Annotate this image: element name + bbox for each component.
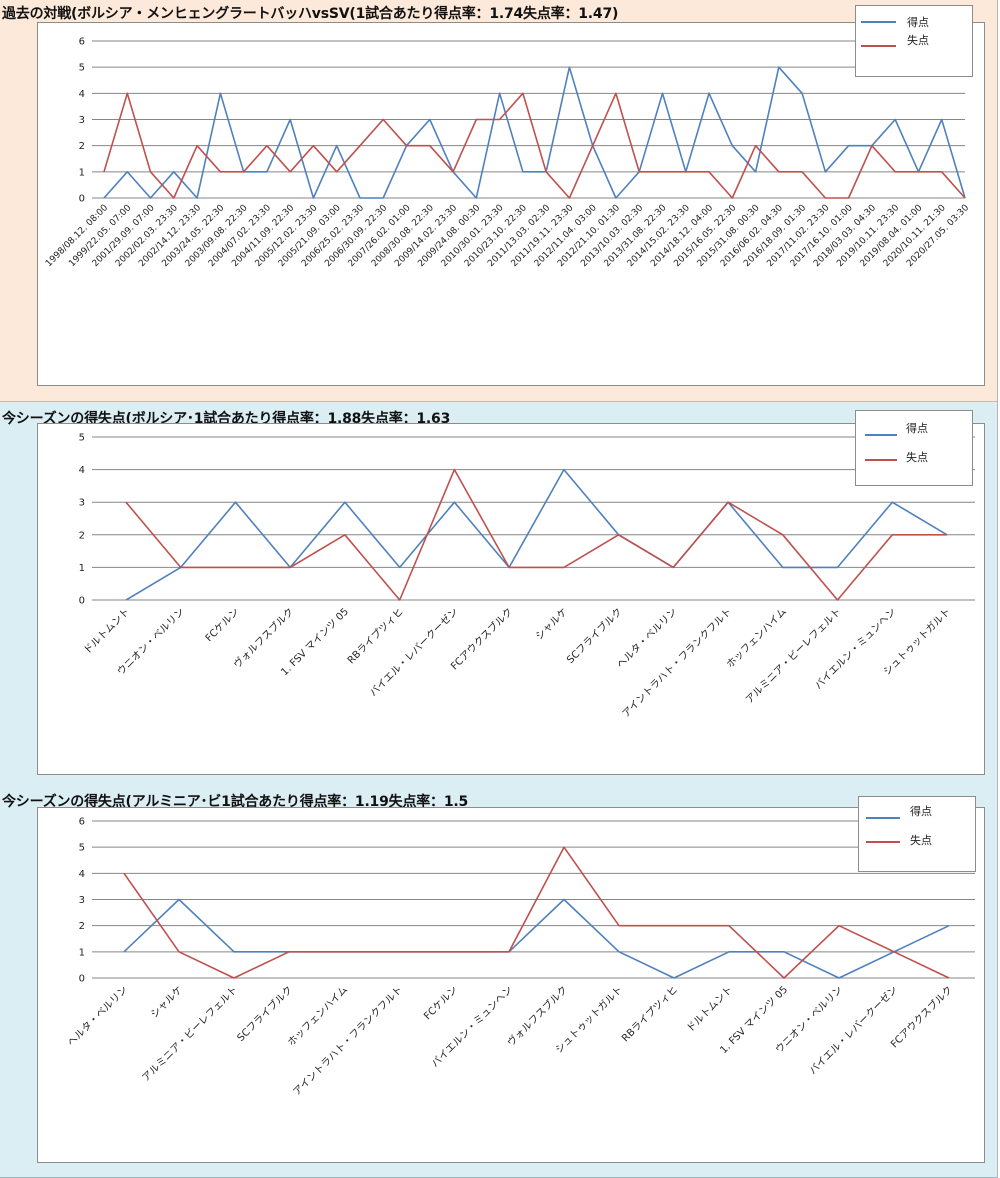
plot-frame	[37, 807, 985, 1163]
series-line-conceded	[103, 92, 966, 199]
y-tick-label: 4	[79, 89, 85, 100]
y-tick-label: 5	[79, 843, 85, 854]
y-tick-label: 2	[79, 141, 85, 152]
y-tick-label: 3	[79, 498, 85, 509]
y-tick-label: 1	[79, 563, 85, 574]
legend-label: 失点	[907, 34, 929, 47]
legend-label: 失点	[910, 834, 932, 847]
y-tick-label: 5	[79, 63, 85, 74]
legend	[855, 410, 973, 486]
series-line-goals	[123, 898, 950, 979]
y-tick-label: 0	[79, 194, 85, 205]
y-tick-label: 1	[79, 947, 85, 958]
legend-label: 得点	[907, 16, 929, 29]
y-tick-label: 3	[79, 115, 85, 126]
y-tick-label: 4	[79, 465, 85, 476]
y-tick-label: 3	[79, 895, 85, 906]
plot-frame	[37, 423, 985, 775]
y-tick-label: 4	[79, 869, 85, 880]
chart-panel-head-to-head: 過去の対戦(ボルシア・メンヒェングラートバッハvsSV(1試合あたり得点率：1.…	[0, 0, 998, 402]
y-tick-label: 2	[79, 921, 85, 932]
series-line-goals	[103, 66, 966, 199]
legend-label: 得点	[910, 805, 932, 818]
legend-label: 得点	[906, 422, 928, 435]
series-line-conceded	[123, 846, 950, 979]
legend	[855, 5, 973, 77]
y-tick-label: 0	[79, 596, 85, 607]
chart-title: 今シーズンの得失点(アルミニア･ビ1試合あたり得点率：1.19失点率：1.5	[2, 794, 469, 810]
plot-frame	[37, 22, 985, 386]
legend-label: 失点	[906, 451, 928, 464]
y-tick-label: 5	[79, 433, 85, 444]
y-tick-label: 1	[79, 167, 85, 178]
chart-title: 過去の対戦(ボルシア・メンヒェングラートバッハvsSV(1試合あたり得点率：1.…	[2, 6, 619, 22]
legend	[858, 796, 976, 872]
y-tick-label: 6	[79, 37, 85, 48]
y-tick-label: 2	[79, 530, 85, 541]
chart-panel-arminia-season: 今シーズンの得失点(アルミニア･ビ1試合あたり得点率：1.19失点率：1.5 0…	[0, 785, 998, 1178]
y-tick-label: 0	[79, 974, 85, 985]
y-tick-label: 6	[79, 817, 85, 828]
series-line-conceded	[125, 468, 947, 601]
